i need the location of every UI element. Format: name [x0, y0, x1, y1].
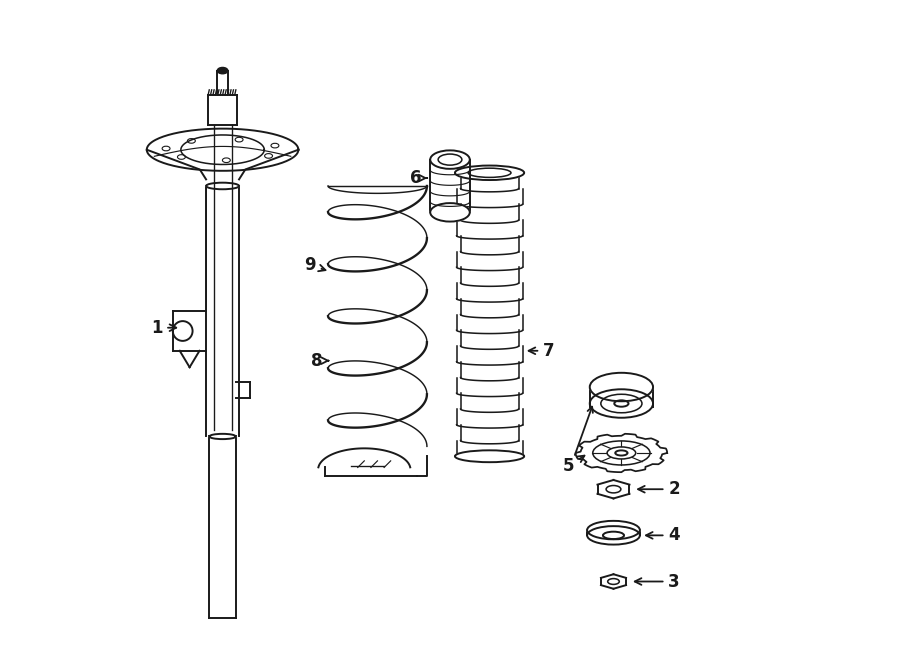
Text: 2: 2 [638, 480, 680, 498]
Text: 9: 9 [304, 256, 326, 274]
Ellipse shape [454, 450, 524, 462]
Text: 7: 7 [528, 342, 554, 359]
Ellipse shape [217, 68, 228, 73]
Ellipse shape [590, 373, 653, 401]
Text: 3: 3 [634, 573, 680, 591]
Ellipse shape [430, 203, 470, 222]
Text: 6: 6 [410, 169, 428, 187]
Text: 1: 1 [151, 318, 176, 337]
Ellipse shape [590, 389, 653, 418]
Ellipse shape [587, 521, 640, 540]
Ellipse shape [454, 166, 524, 180]
Ellipse shape [206, 183, 239, 189]
Text: 5: 5 [562, 455, 584, 475]
Ellipse shape [587, 526, 640, 545]
Text: 8: 8 [311, 352, 328, 369]
Text: 4: 4 [646, 526, 680, 544]
Ellipse shape [210, 434, 236, 439]
Ellipse shape [430, 150, 470, 169]
